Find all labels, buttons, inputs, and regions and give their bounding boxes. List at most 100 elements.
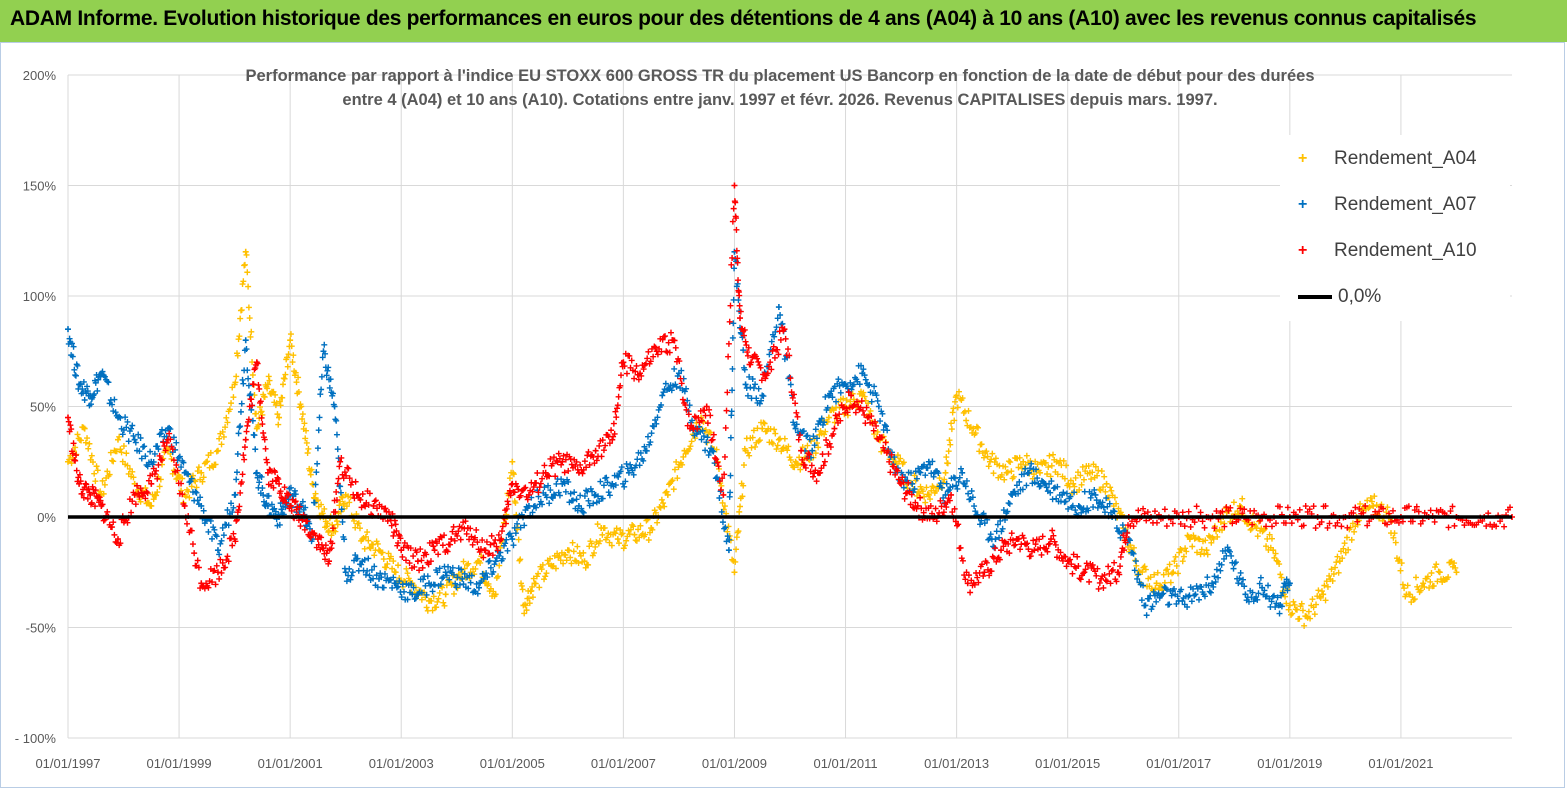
data-point: [241, 456, 248, 463]
data-point: [1107, 580, 1114, 587]
data-point: [250, 381, 257, 388]
data-point: [1163, 586, 1170, 593]
data-point: [181, 502, 188, 509]
data-point: [971, 581, 978, 588]
data-point: [612, 408, 619, 415]
data-point: [88, 401, 95, 408]
data-point: [358, 561, 365, 568]
data-point: [191, 550, 198, 557]
data-point: [755, 385, 762, 392]
data-point: [911, 472, 918, 479]
data-point: [1204, 574, 1211, 581]
data-point: [1009, 537, 1016, 544]
data-point: [275, 421, 282, 428]
data-point: [1154, 569, 1161, 576]
data-point: [502, 520, 509, 527]
data-point: [124, 418, 131, 425]
data-point: [954, 485, 961, 492]
data-point: [787, 375, 794, 382]
data-point: [824, 404, 831, 411]
data-point: [998, 547, 1005, 554]
data-point: [1006, 500, 1013, 507]
data-point: [817, 469, 824, 476]
data-point: [1113, 578, 1120, 585]
data-point: [1284, 504, 1291, 511]
data-point: [1015, 490, 1022, 497]
data-point: [1097, 487, 1104, 494]
data-point: [917, 469, 924, 476]
data-point: [635, 376, 642, 383]
data-point: [998, 528, 1005, 535]
data-point: [329, 525, 336, 532]
data-point: [962, 576, 969, 583]
data-point: [1075, 502, 1082, 509]
data-point: [1277, 571, 1284, 578]
data-point: [1100, 504, 1107, 511]
data-point: [86, 440, 93, 447]
data-point: [483, 538, 490, 545]
data-point: [997, 517, 1004, 524]
data-point: [1080, 570, 1087, 577]
data-point: [333, 431, 340, 438]
data-point: [714, 459, 721, 466]
data-point: [1101, 571, 1108, 578]
data-point: [1237, 505, 1244, 512]
data-point: [359, 536, 366, 543]
data-point: [521, 610, 528, 617]
data-point: [1142, 602, 1149, 609]
data-point: [285, 351, 292, 358]
data-point: [921, 461, 928, 468]
data-point: [777, 336, 784, 343]
data-point: [308, 466, 315, 473]
data-point: [76, 381, 83, 388]
data-point: [485, 558, 492, 565]
data-point: [847, 398, 854, 405]
data-point: [956, 474, 963, 481]
x-tick-label: 01/01/2015: [1035, 756, 1100, 771]
data-point: [1120, 532, 1127, 539]
data-point: [1148, 606, 1155, 613]
data-point: [1329, 577, 1336, 584]
data-point: [1071, 489, 1078, 496]
data-point: [992, 536, 999, 543]
data-point: [837, 417, 844, 424]
data-point: [203, 459, 210, 466]
data-point: [425, 561, 432, 568]
data-point: [1115, 505, 1122, 512]
data-point: [408, 580, 415, 587]
data-point: [326, 384, 333, 391]
data-point: [265, 492, 272, 499]
data-point: [1392, 539, 1399, 546]
data-point: [1139, 569, 1146, 576]
data-point: [781, 326, 788, 333]
data-point: [749, 434, 756, 441]
data-point: [1002, 463, 1009, 470]
data-point: [1384, 521, 1391, 528]
data-point: [232, 491, 239, 498]
data-point: [1183, 548, 1190, 555]
data-point: [302, 435, 309, 442]
data-point: [927, 461, 934, 468]
data-point: [647, 358, 654, 365]
data-point: [79, 490, 86, 497]
data-point: [960, 480, 967, 487]
data-point: [796, 454, 803, 461]
data-point: [529, 594, 536, 601]
data-point: [136, 493, 143, 500]
data-point: [695, 414, 702, 421]
data-point: [378, 574, 385, 581]
data-point: [1366, 504, 1373, 511]
data-point: [1020, 458, 1027, 465]
data-point: [1278, 574, 1285, 581]
data-point: [569, 539, 576, 546]
data-point: [1322, 597, 1329, 604]
data-point: [669, 477, 676, 484]
data-point: [659, 336, 666, 343]
data-point: [1449, 503, 1456, 510]
data-point: [1117, 553, 1124, 560]
data-point: [341, 536, 348, 543]
data-point: [1247, 526, 1254, 533]
data-point: [268, 501, 275, 508]
data-point: [1395, 519, 1402, 526]
data-point: [301, 526, 308, 533]
